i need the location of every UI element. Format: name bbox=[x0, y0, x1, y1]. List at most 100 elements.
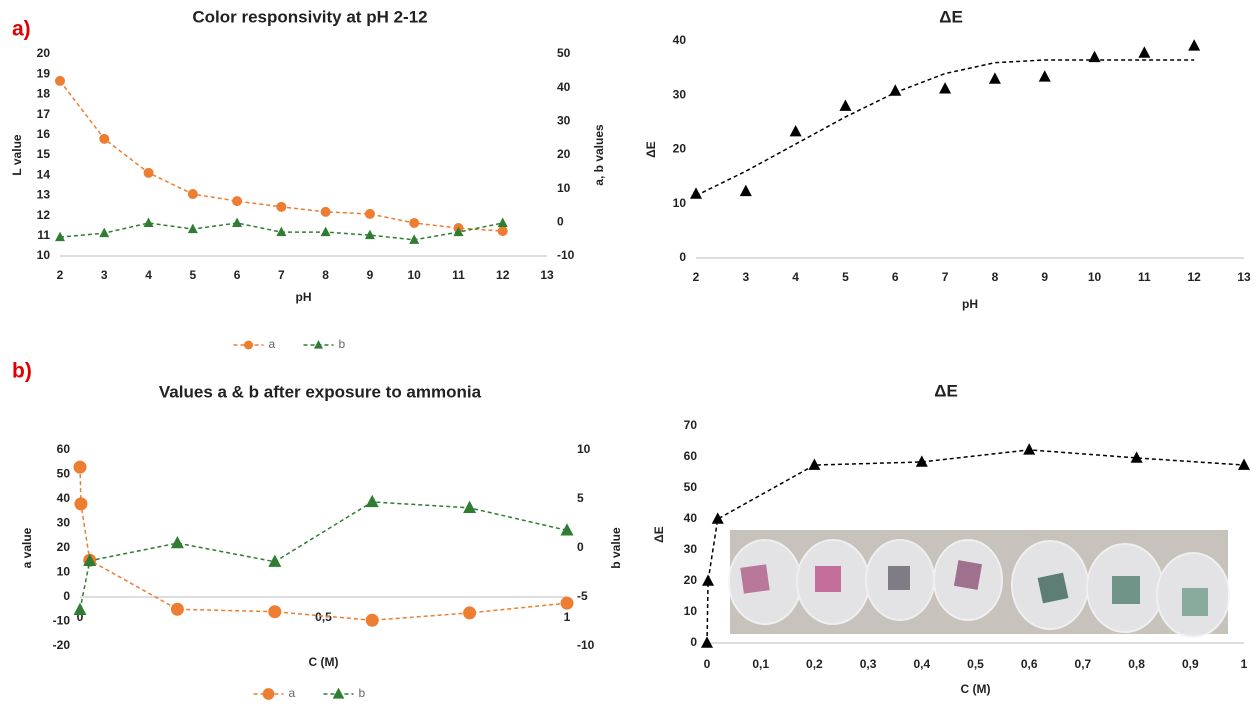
y2-tick-label: 50 bbox=[557, 46, 571, 60]
marker bbox=[711, 512, 724, 524]
y-tick-label: 20 bbox=[37, 46, 51, 60]
marker bbox=[409, 234, 420, 244]
y2-tick-label: -5 bbox=[577, 589, 588, 603]
marker bbox=[364, 208, 375, 219]
panel-label: a) bbox=[12, 18, 31, 41]
series-line bbox=[695, 59, 1195, 197]
x-tick-label: 5 bbox=[842, 270, 849, 284]
y-tick-label: 18 bbox=[37, 87, 51, 101]
y-tick-label: 13 bbox=[37, 188, 51, 202]
y-axis-label: ΔE bbox=[644, 141, 658, 158]
marker bbox=[1130, 451, 1143, 463]
legend-label: b bbox=[339, 337, 346, 351]
marker bbox=[187, 189, 198, 200]
y-tick-label: 0 bbox=[63, 589, 70, 603]
marker bbox=[939, 82, 952, 94]
marker bbox=[463, 606, 477, 620]
y-tick-label: 10 bbox=[684, 604, 698, 618]
y-tick-label: 70 bbox=[684, 418, 698, 432]
x-axis-label: C (M) bbox=[961, 682, 991, 696]
y2-tick-label: 30 bbox=[557, 114, 571, 128]
y2-tick-label: 10 bbox=[557, 181, 571, 195]
chart-title: Values a & b after exposure to ammonia bbox=[159, 382, 482, 401]
x-tick-label: 0,5 bbox=[315, 610, 332, 624]
y-tick-label: 0 bbox=[690, 635, 697, 649]
marker bbox=[276, 201, 287, 212]
legend-label: b bbox=[359, 686, 366, 700]
marker bbox=[702, 574, 715, 586]
y-tick-label: 30 bbox=[673, 87, 687, 101]
y-tick-label: 15 bbox=[37, 147, 51, 161]
x-tick-label: 8 bbox=[322, 268, 329, 282]
x-tick-label: 6 bbox=[892, 270, 899, 284]
marker bbox=[739, 184, 752, 197]
x-tick-label: 0 bbox=[704, 657, 711, 671]
photo-inset bbox=[728, 530, 1230, 638]
y-tick-label: 30 bbox=[684, 542, 698, 556]
x-tick-label: 11 bbox=[1138, 270, 1151, 284]
x-tick-label: 12 bbox=[1188, 270, 1202, 284]
marker bbox=[262, 688, 275, 700]
y-tick-label: 50 bbox=[684, 480, 698, 494]
y-tick-label: 12 bbox=[37, 208, 51, 222]
y-axis-label: a value bbox=[20, 527, 34, 568]
y-tick-label: 11 bbox=[37, 228, 50, 242]
marker bbox=[244, 340, 253, 350]
y-tick-label: 40 bbox=[57, 491, 71, 505]
marker bbox=[55, 75, 65, 86]
marker bbox=[988, 72, 1001, 84]
marker bbox=[187, 223, 198, 234]
x-tick-label: 0,2 bbox=[806, 657, 823, 671]
marker bbox=[365, 613, 379, 627]
y-axis-label: ΔE bbox=[652, 526, 666, 543]
x-tick-label: 1 bbox=[564, 610, 571, 624]
marker bbox=[915, 455, 928, 467]
y-tick-label: -10 bbox=[53, 614, 71, 628]
y-tick-label: 20 bbox=[673, 142, 687, 156]
x-tick-label: 8 bbox=[992, 270, 999, 284]
x-tick-label: 12 bbox=[496, 268, 510, 282]
chart-title: ΔE bbox=[934, 381, 958, 400]
y-tick-label: 16 bbox=[37, 127, 51, 141]
y2-tick-label: 0 bbox=[577, 540, 584, 554]
marker bbox=[463, 500, 477, 514]
marker bbox=[560, 596, 574, 610]
y-tick-label: 50 bbox=[57, 467, 71, 481]
y-tick-label: 20 bbox=[57, 540, 71, 554]
marker bbox=[789, 124, 802, 137]
x-tick-label: 9 bbox=[1041, 270, 1048, 284]
marker bbox=[276, 226, 287, 237]
y-tick-label: 60 bbox=[57, 442, 71, 456]
marker bbox=[497, 217, 508, 228]
x-tick-label: 13 bbox=[540, 268, 554, 282]
marker bbox=[143, 167, 154, 178]
marker bbox=[560, 523, 574, 536]
marker bbox=[1023, 443, 1036, 455]
marker bbox=[497, 226, 508, 237]
y-tick-label: 20 bbox=[684, 573, 698, 587]
marker bbox=[232, 217, 243, 228]
y-tick-label: 40 bbox=[684, 511, 698, 525]
marker bbox=[701, 636, 713, 648]
x-tick-label: 7 bbox=[942, 270, 949, 284]
marker bbox=[1138, 46, 1151, 58]
x-tick-label: 11 bbox=[452, 268, 465, 282]
marker bbox=[73, 602, 87, 615]
x-tick-label: 0,4 bbox=[913, 657, 930, 671]
x-tick-label: 0,5 bbox=[967, 657, 984, 671]
x-tick-label: 0,1 bbox=[752, 657, 769, 671]
x-tick-label: 7 bbox=[278, 268, 285, 282]
marker bbox=[409, 218, 420, 229]
y2-tick-label: 40 bbox=[557, 80, 571, 94]
y-tick-label: 19 bbox=[37, 66, 51, 80]
y-tick-label: -20 bbox=[53, 638, 71, 652]
marker bbox=[170, 535, 184, 549]
x-tick-label: 2 bbox=[57, 268, 64, 282]
marker bbox=[320, 206, 331, 217]
marker bbox=[320, 226, 331, 237]
y-tick-label: 30 bbox=[57, 516, 71, 530]
x-tick-label: 2 bbox=[693, 270, 700, 284]
x-tick-label: 3 bbox=[742, 270, 749, 284]
marker bbox=[268, 605, 282, 619]
